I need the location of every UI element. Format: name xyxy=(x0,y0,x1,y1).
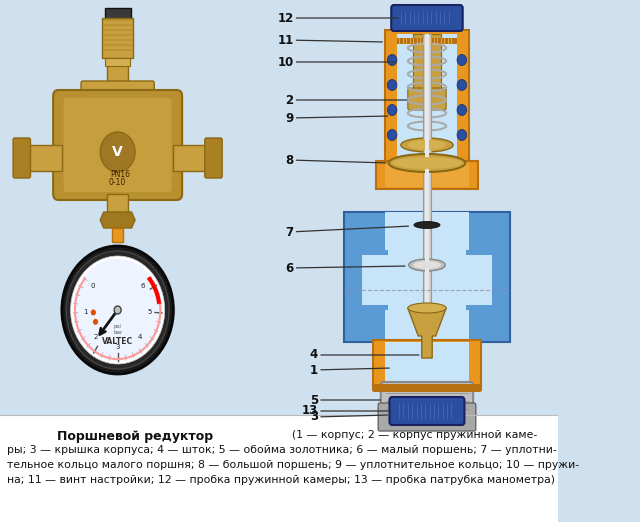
Text: 5: 5 xyxy=(310,394,381,407)
Circle shape xyxy=(387,79,397,90)
Bar xyxy=(413,34,441,94)
Bar xyxy=(385,163,468,187)
Text: PN16: PN16 xyxy=(111,170,131,179)
Text: 1: 1 xyxy=(83,309,88,315)
Text: 9: 9 xyxy=(285,112,388,125)
Text: 2: 2 xyxy=(93,334,98,340)
Bar xyxy=(385,30,468,170)
Ellipse shape xyxy=(392,157,462,169)
Bar xyxy=(385,342,468,388)
Bar xyxy=(422,34,431,344)
Ellipse shape xyxy=(409,259,445,271)
Bar xyxy=(362,305,388,310)
Text: 6: 6 xyxy=(140,283,145,289)
Circle shape xyxy=(457,104,467,115)
Text: V: V xyxy=(112,145,123,159)
Bar xyxy=(106,58,130,66)
Polygon shape xyxy=(408,308,446,358)
Text: 6: 6 xyxy=(285,262,405,275)
Text: 3: 3 xyxy=(310,410,388,423)
Circle shape xyxy=(73,259,162,361)
FancyBboxPatch shape xyxy=(390,397,465,425)
Ellipse shape xyxy=(408,303,446,313)
Text: 13: 13 xyxy=(302,405,391,418)
Text: Поршневой редуктор: Поршневой редуктор xyxy=(57,430,213,443)
Bar xyxy=(466,305,492,310)
Circle shape xyxy=(66,251,169,369)
Bar xyxy=(107,194,128,212)
Circle shape xyxy=(387,104,397,115)
Text: 0-10: 0-10 xyxy=(109,178,126,187)
FancyBboxPatch shape xyxy=(381,382,473,418)
Bar xyxy=(466,250,492,255)
FancyBboxPatch shape xyxy=(408,88,446,110)
Bar xyxy=(104,8,131,20)
FancyBboxPatch shape xyxy=(63,98,172,192)
Circle shape xyxy=(457,79,467,90)
Bar xyxy=(425,34,429,344)
Text: (1 — корпус; 2 — корпус пружинной каме-: (1 — корпус; 2 — корпус пружинной каме- xyxy=(292,430,537,440)
Bar xyxy=(397,34,456,166)
Bar xyxy=(113,228,123,242)
Bar xyxy=(362,250,388,310)
Bar xyxy=(466,250,492,310)
Text: на; 11 — винт настройки; 12 — пробка пружинной камеры; 13 — пробка патрубка мано: на; 11 — винт настройки; 12 — пробка пру… xyxy=(7,475,555,485)
Ellipse shape xyxy=(388,154,465,172)
Text: psi: psi xyxy=(114,324,122,329)
FancyBboxPatch shape xyxy=(81,81,154,103)
Bar xyxy=(107,64,128,86)
Text: 11: 11 xyxy=(277,33,382,46)
FancyBboxPatch shape xyxy=(13,138,31,178)
Text: 4: 4 xyxy=(310,349,419,362)
Text: bar: bar xyxy=(113,330,122,335)
Ellipse shape xyxy=(408,140,446,150)
Bar xyxy=(373,384,481,392)
Bar xyxy=(385,212,468,342)
Ellipse shape xyxy=(401,138,453,152)
Circle shape xyxy=(100,132,135,172)
Text: 10: 10 xyxy=(277,55,396,68)
FancyBboxPatch shape xyxy=(53,90,182,200)
Bar xyxy=(24,145,62,171)
Circle shape xyxy=(93,319,98,325)
Bar xyxy=(397,38,456,44)
Circle shape xyxy=(387,129,397,140)
FancyBboxPatch shape xyxy=(205,138,222,178)
Bar xyxy=(0,415,557,522)
Polygon shape xyxy=(100,212,135,228)
Text: 2: 2 xyxy=(285,93,407,106)
Bar xyxy=(376,161,477,189)
Bar xyxy=(102,18,133,58)
Bar xyxy=(373,340,481,390)
Circle shape xyxy=(457,129,467,140)
Text: 1: 1 xyxy=(310,363,389,376)
Circle shape xyxy=(70,256,164,364)
Bar xyxy=(362,250,388,255)
Text: ры; 3 — крышка корпуса; 4 — шток; 5 — обойма золотника; 6 — малый поршень; 7 — у: ры; 3 — крышка корпуса; 4 — шток; 5 — об… xyxy=(7,445,557,455)
Circle shape xyxy=(457,54,467,65)
Text: VALTEC: VALTEC xyxy=(102,337,133,346)
Circle shape xyxy=(91,310,96,315)
FancyBboxPatch shape xyxy=(391,5,463,31)
Bar xyxy=(344,212,509,342)
Text: 4: 4 xyxy=(138,334,142,340)
Text: 0: 0 xyxy=(91,283,95,289)
Text: 3: 3 xyxy=(115,344,120,350)
Circle shape xyxy=(114,306,121,314)
Text: тельное кольцо малого поршня; 8 — большой поршень; 9 — уплотнительное кольцо; 10: тельное кольцо малого поршня; 8 — большо… xyxy=(7,460,579,470)
Circle shape xyxy=(62,246,173,374)
FancyBboxPatch shape xyxy=(378,403,476,431)
Ellipse shape xyxy=(414,221,440,229)
Ellipse shape xyxy=(413,261,441,269)
Text: 12: 12 xyxy=(277,11,398,25)
Bar xyxy=(173,145,212,171)
Circle shape xyxy=(387,54,397,65)
Text: 5: 5 xyxy=(148,309,152,315)
Text: 7: 7 xyxy=(285,226,408,239)
Text: 8: 8 xyxy=(285,153,386,167)
